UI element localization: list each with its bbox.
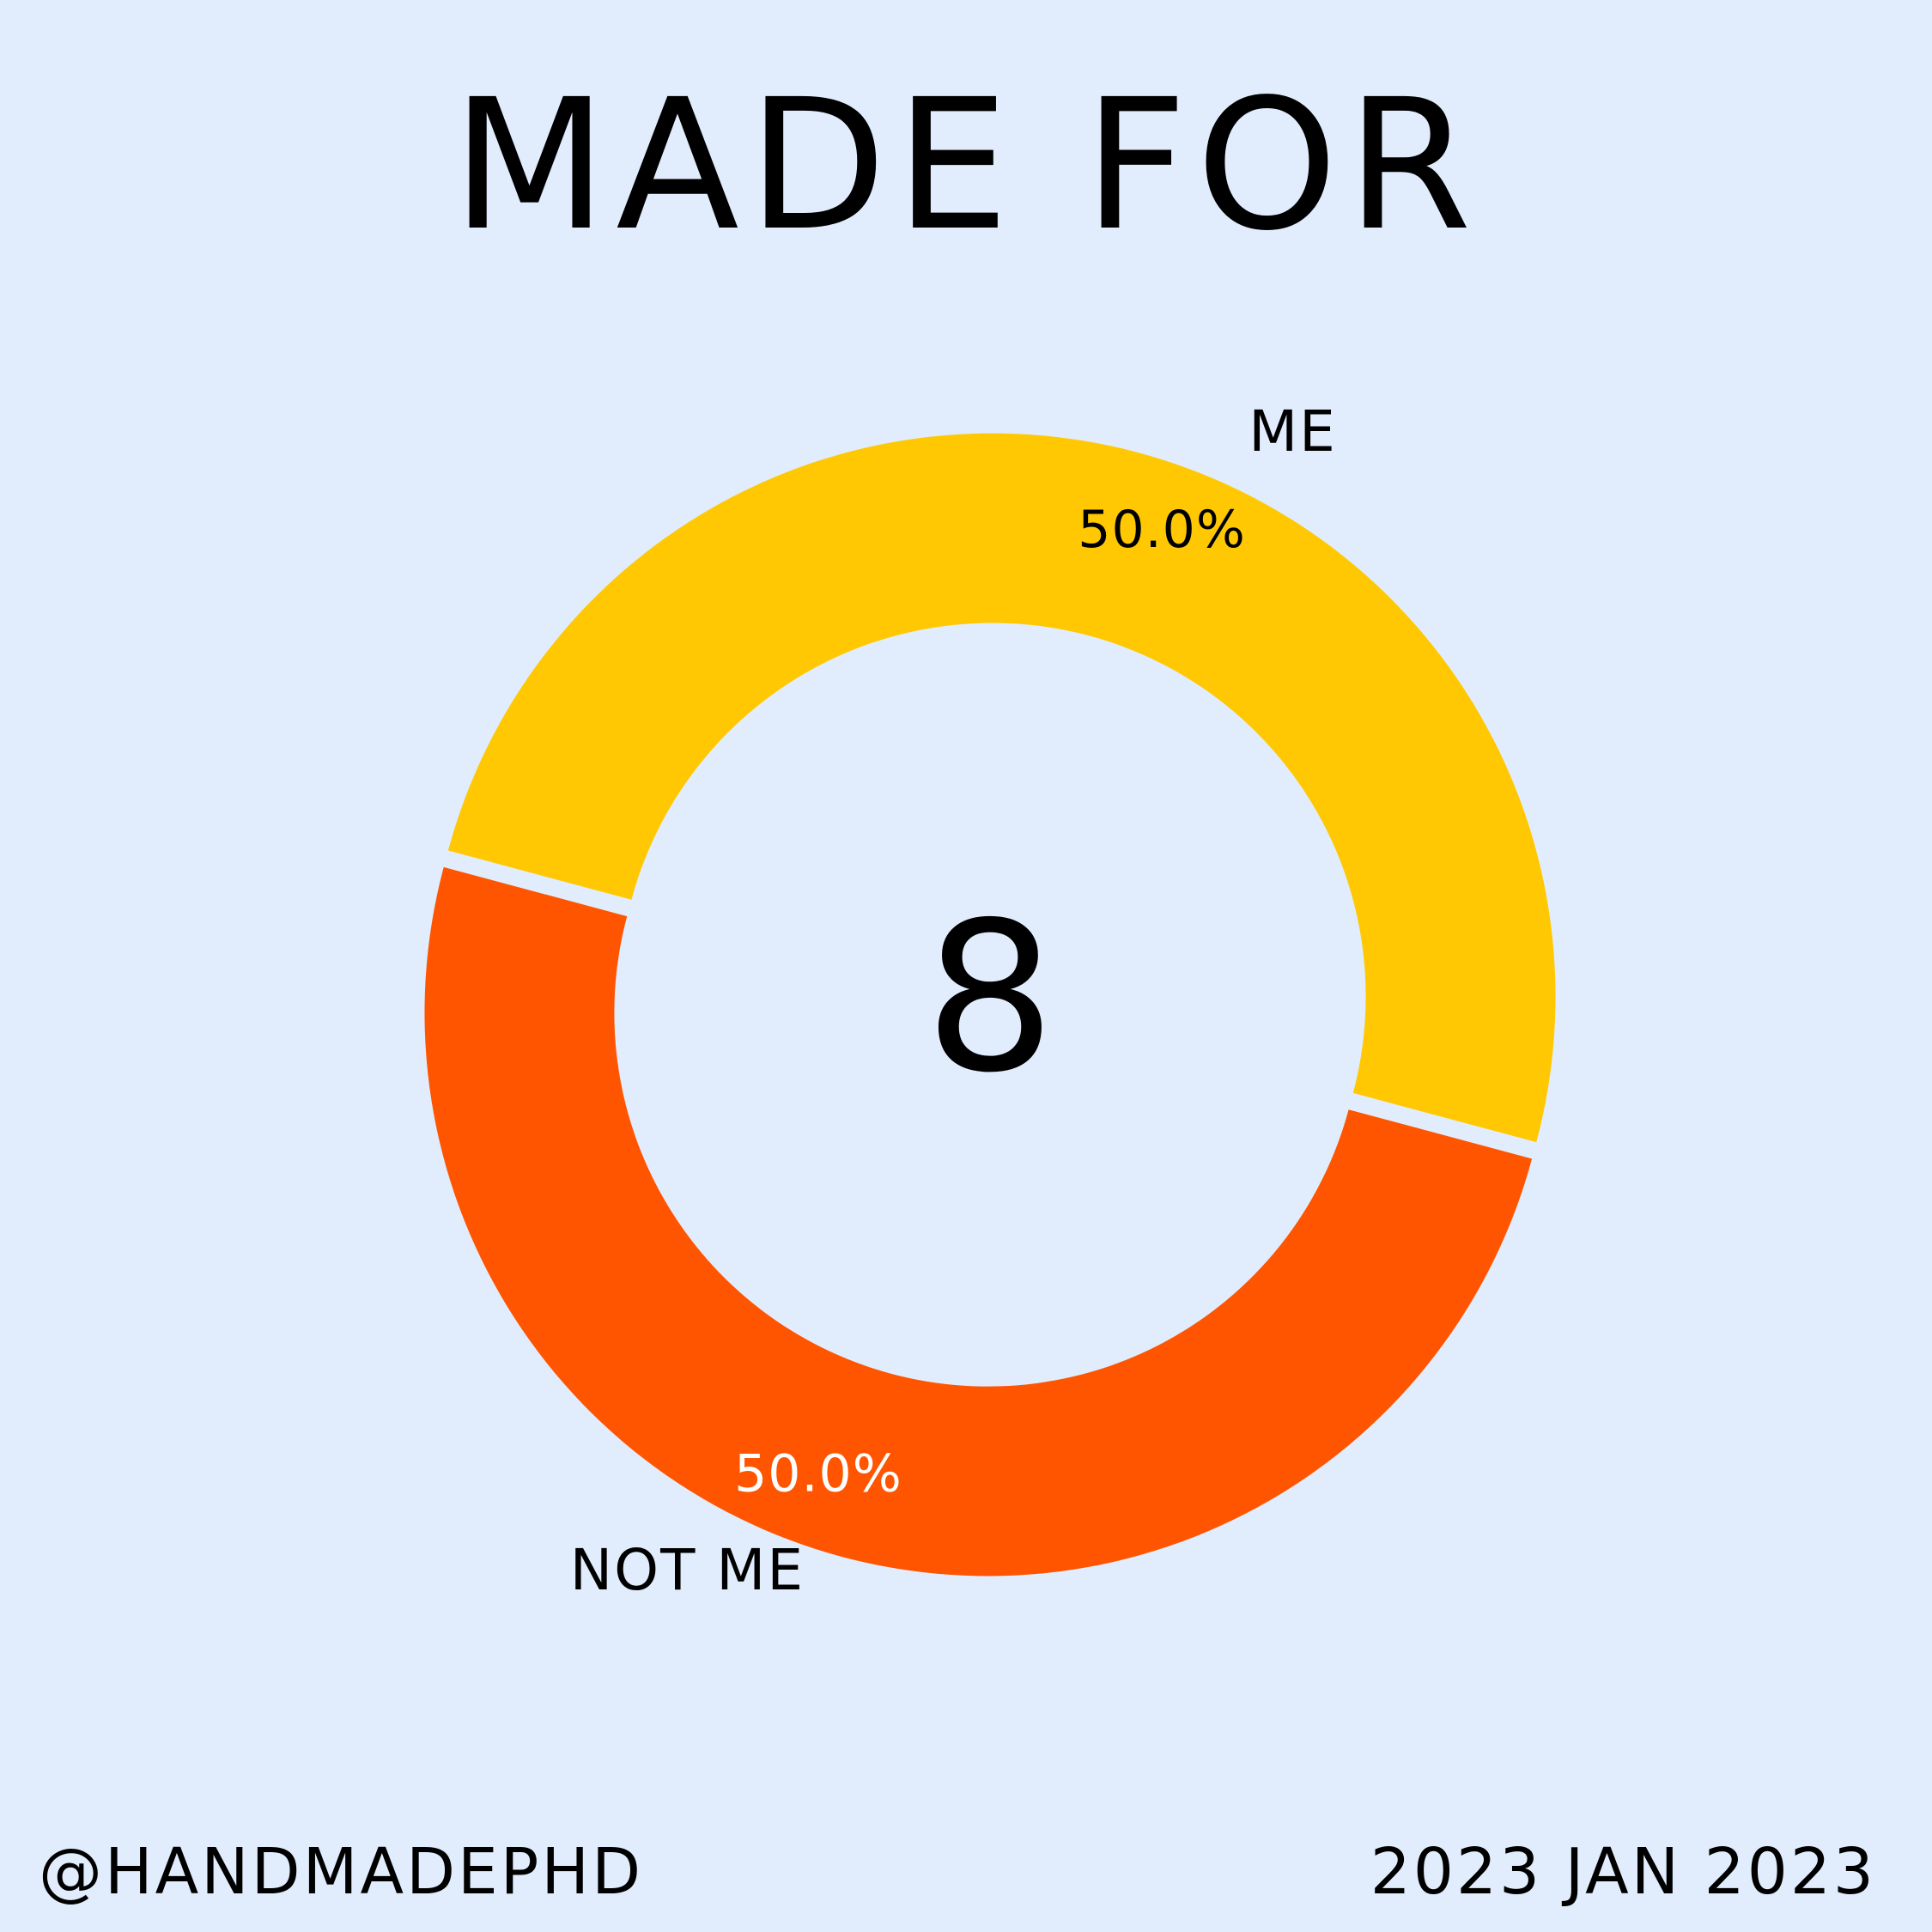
category-label-me: ME bbox=[1249, 398, 1337, 465]
center-value: 8 bbox=[925, 878, 1056, 1118]
chart-title: MADE FOR bbox=[452, 60, 1480, 270]
footer-date: 2023 JAN 2023 bbox=[1370, 1835, 1876, 1909]
slice-not-me bbox=[424, 866, 1533, 1577]
category-label-not-me: NOT ME bbox=[570, 1537, 805, 1603]
pct-label-me: 50.0% bbox=[1078, 500, 1246, 560]
donut-slices bbox=[424, 433, 1556, 1577]
pct-label-not-me: 50.0% bbox=[734, 1443, 902, 1504]
slice-me bbox=[447, 433, 1556, 1143]
footer-handle: @HANDMADEPHD bbox=[39, 1835, 643, 1909]
